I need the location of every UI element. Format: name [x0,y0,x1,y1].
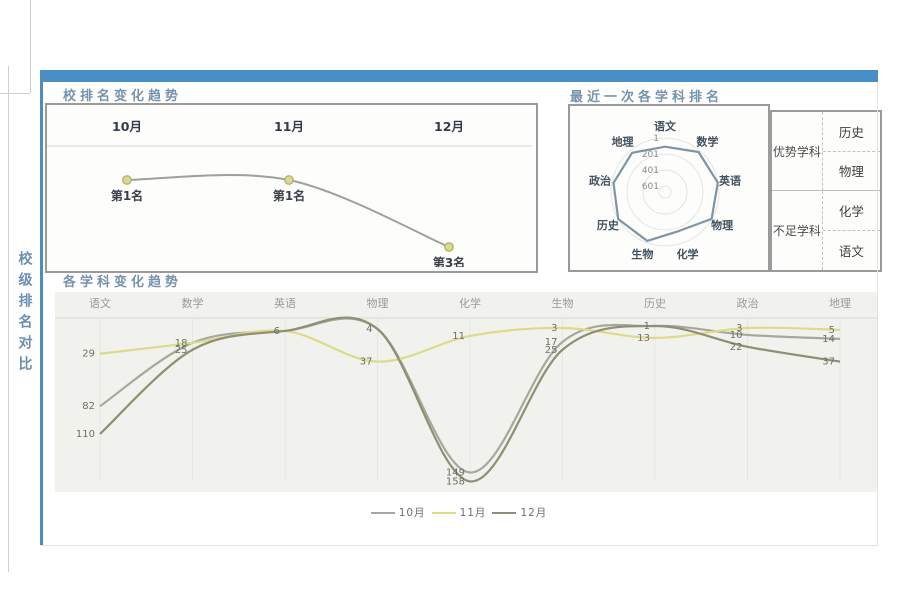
section-title-school-trend: 校排名变化趋势 [63,89,183,104]
radar-tick-label: 601 [642,182,659,192]
big-category-label: 英语 [274,296,296,310]
mini-rank-label: 第1名 [111,188,143,203]
legend-swatch-oct [370,511,395,514]
series-line-12月 [99,316,841,483]
point-value-label: 3 [736,323,742,334]
strength-weakness-table: 优势学科 历史 物理 不足学科 化学 语文 [770,110,882,272]
legend-swatch-nov [431,511,456,514]
top-accent-bar [40,70,878,82]
table-cell-weak-subject-2: 语文 [838,243,864,259]
point-value-label: 5 [829,325,835,336]
big-category-label: 地理 [829,297,851,310]
point-value-label: 82 [82,401,95,412]
legend-item-dec: 12月 [492,505,547,520]
subjects-trend-panel: 语文 数学 英语 物理 化学 生物 历史 政治 地理 82 29 110 18 25 6 4 37 149 11 15… [45,288,885,538]
mini-month-label: 12月 [434,119,464,134]
subject-rank-radar-panel: 1 201 401 601 语文数学英语物理化学 生物 历史 政治 地理 [568,104,770,272]
point-value-label: 13 [637,333,650,344]
school-rank-trend-panel: 10月 11月 12月第1名 第1名第3名 [45,103,538,273]
legend-item-oct: 10月 [370,505,426,520]
radar-axis-label: 物理 [711,218,733,232]
radar-axis-label: 数学 [696,134,718,148]
section-title-radar: 最近一次各学科排名 [570,90,724,105]
radar-axis-label: 历史 [597,218,620,232]
table-cell-strong-subject-1: 历史 [822,112,880,152]
point-value-label: 17 [545,337,558,348]
radar-axis-label: 化学 [677,247,699,261]
point-value-label: 18 [175,338,188,349]
point-value-label: 25 [545,345,558,356]
mini-point [284,175,294,185]
point-value-label: 29 [82,349,95,360]
point-value-label: 1 [644,321,650,332]
sidebar-title: 校级排名对比 [16,250,33,377]
table-cell-strong-subject-2: 物理 [822,152,880,191]
point-value-label: 37 [822,357,835,368]
point-value-label: 4 [366,324,372,335]
point-value-label: 110 [76,429,95,440]
legend-item-nov: 11月 [431,505,487,520]
big-category-label: 物理 [367,296,389,310]
point-value-label: 11 [452,331,465,342]
big-category-label: 数学 [182,296,204,310]
legend-label-oct: 10月 [398,507,426,519]
big-category-label: 语文 [89,296,111,310]
radar-tick-label: 1 [653,134,659,144]
chart-legend: 10月 11月 12月 [40,505,878,520]
radar-axis-label: 地理 [612,134,634,148]
point-value-label: 25 [175,345,188,356]
table-cell-category-weak: 不足学科 [772,191,823,270]
section-title-subjects-trend: 各学科变化趋势 [63,275,183,290]
mini-point [122,175,132,185]
radar-axis-label: 政治 [589,174,611,188]
radar-axis-label: 语文 [654,119,677,133]
radar-axis-label: 英语 [718,174,741,188]
table-cell-category-strong: 优势学科 [772,112,823,191]
radar-tick-label: 201 [642,150,659,160]
point-value-label: 158 [446,476,465,487]
point-value-label: 149 [446,468,465,479]
radar-tick-label: 401 [642,166,659,176]
big-category-label: 政治 [737,296,759,310]
mini-point [444,242,454,252]
legend-label-nov: 11月 [459,507,487,519]
content-right-border [877,82,878,545]
point-value-label: 14 [822,334,835,345]
point-value-label: 22 [730,342,743,353]
mini-month-label: 11月 [274,119,304,134]
sidebar: 校级排名对比 [9,82,40,545]
frame-line-top-left-horizontal [0,93,30,94]
mini-rank-label: 第3名 [433,255,465,267]
frame-line-left [8,66,9,572]
series-line-10月 [99,317,841,474]
point-value-label: 10 [730,330,743,341]
big-category-label: 历史 [644,297,666,310]
legend-swatch-dec [492,511,517,514]
content-bottom-border [40,545,878,546]
point-value-label: 6 [274,326,280,337]
mini-trend-line [126,174,450,248]
big-category-label: 生物 [552,296,574,310]
radar-axis-label: 生物 [631,247,653,261]
sidebar-accent-line [40,82,43,545]
frame-line-top-left-vertical [30,0,31,93]
table-cell-weak-subject-1: 化学 [822,191,880,231]
legend-label-dec: 12月 [520,507,548,519]
mini-month-label: 10月 [112,119,142,134]
radar-data-polygon [612,145,719,242]
mini-rank-label: 第1名 [273,188,305,203]
point-value-label: 3 [551,323,557,334]
point-value-label: 37 [360,357,373,368]
big-category-label: 化学 [459,296,481,310]
